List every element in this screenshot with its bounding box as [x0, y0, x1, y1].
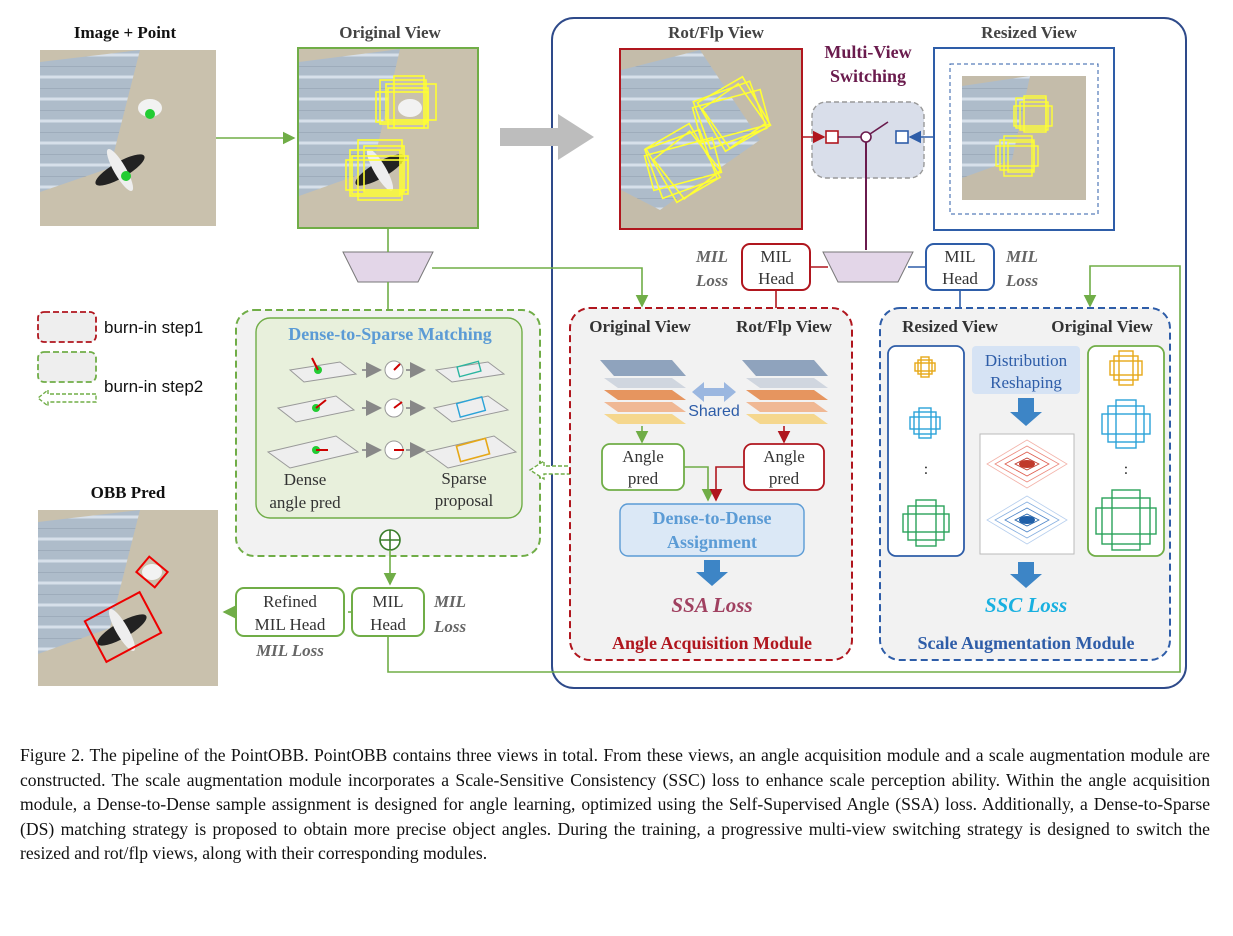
resized-view-title: Resized View — [981, 23, 1078, 42]
legend-step1-label: burn-in step1 — [104, 318, 203, 337]
ds-sparse-label-2: proposal — [435, 491, 494, 510]
scale-right-panel — [1087, 345, 1165, 557]
mil-loss-blue-line1: MIL — [1005, 247, 1038, 266]
angle-pred-right-line1: Angle — [763, 447, 805, 466]
legend-step2-arrow — [36, 388, 97, 408]
feature-stack-left — [600, 360, 686, 424]
reshaping-down-arrow — [1010, 398, 1042, 426]
ds-sparse-label-1: Sparse — [441, 469, 486, 488]
ssa-down-arrow — [696, 560, 728, 586]
ds-title: Dense-to-Sparse Matching — [288, 324, 491, 344]
angle-col-right: Rot/Flp View — [736, 317, 833, 336]
rot-flp-view-photo — [619, 48, 803, 230]
distribution-reshaping-box — [972, 346, 1080, 394]
mil-head-red-line1: MIL — [760, 247, 791, 266]
gray-transition-arrow — [500, 114, 594, 160]
legend-step2-label: burn-in step2 — [104, 377, 203, 396]
mil-head-blue-line2: Head — [942, 269, 978, 288]
reshaping-line2: Reshaping — [990, 373, 1062, 392]
scale-left-panel — [887, 345, 965, 557]
mil-loss-red-line1: MIL — [695, 247, 728, 266]
ds-rows — [266, 357, 518, 469]
svg-text::: : — [924, 461, 928, 478]
mil-head-bottom-line1: MIL — [372, 592, 403, 611]
obb-pred-title: OBB Pred — [91, 483, 166, 502]
mil-head-bottom-line2: Head — [370, 615, 406, 634]
mil-loss-bottom-line1: MIL — [433, 592, 466, 611]
ssc-loss: SSC Loss — [985, 593, 1067, 617]
angle-pred-right-line2: pred — [769, 469, 800, 488]
assignment-line1: Dense-to-Dense — [653, 508, 772, 528]
svg-text::: : — [1124, 461, 1128, 478]
neck-left — [342, 251, 434, 283]
angle-col-left: Original View — [589, 317, 691, 336]
mil-head-red-line2: Head — [758, 269, 794, 288]
refined-mil-head-line1: Refined — [263, 592, 317, 611]
scale-col-left: Resized View — [902, 317, 999, 336]
refined-mil-head-line2: MIL Head — [255, 615, 326, 634]
image-point-photo — [40, 50, 216, 226]
assignment-line2: Assignment — [667, 532, 757, 552]
dense-to-dense-box — [619, 503, 805, 557]
multi-view-switching-line2: Switching — [830, 66, 906, 86]
figure-caption: Figure 2. The pipeline of the PointOBB. … — [20, 743, 1210, 866]
mil-head-blue-line1: MIL — [944, 247, 975, 266]
ds-input-arrow — [528, 459, 599, 481]
scale-right-boxes: : — [1095, 350, 1157, 551]
feature-stack-right — [742, 360, 828, 424]
resized-view-photo — [933, 47, 1115, 231]
original-view-title: Original View — [339, 23, 441, 42]
rot-flp-view-title: Rot/Flp View — [668, 23, 765, 42]
ds-dense-label-1: Dense — [284, 470, 326, 489]
scale-module-title: Scale Augmentation Module — [917, 633, 1134, 653]
angle-pred-left-line1: Angle — [622, 447, 664, 466]
refined-mil-loss: MIL Loss — [255, 641, 324, 660]
ssc-down-arrow — [1010, 562, 1042, 588]
legend-step1-swatch — [37, 311, 97, 343]
shared-label: Shared — [688, 403, 740, 420]
multi-view-container — [551, 17, 1187, 689]
mil-loss-red-line2: Loss — [695, 271, 729, 290]
switch-icon — [825, 121, 909, 250]
shared-arrow-icon — [692, 382, 736, 402]
ds-dense-label-2: angle pred — [269, 493, 341, 512]
ssa-loss: SSA Loss — [671, 593, 752, 617]
original-view-photo — [297, 47, 479, 229]
reshaping-line1: Distribution — [985, 351, 1068, 370]
distribution-plot — [979, 433, 1075, 555]
image-point-title: Image + Point — [74, 23, 177, 42]
angle-module-title: Angle Acquisition Module — [612, 633, 812, 653]
scale-left-boxes: : — [902, 356, 950, 547]
obb-pred-photo — [38, 510, 218, 686]
scale-col-right: Original View — [1051, 317, 1153, 336]
mil-loss-bottom-line2: Loss — [433, 617, 467, 636]
caption-text: Figure 2. The pipeline of the PointOBB. … — [20, 745, 1210, 864]
multi-view-switching-line1: Multi-View — [824, 42, 911, 62]
legend-step2-swatch — [37, 351, 97, 383]
neck-right — [822, 251, 914, 283]
mil-loss-blue-line2: Loss — [1005, 271, 1039, 290]
angle-pred-left-line2: pred — [628, 469, 659, 488]
oplus-icon — [379, 529, 401, 551]
